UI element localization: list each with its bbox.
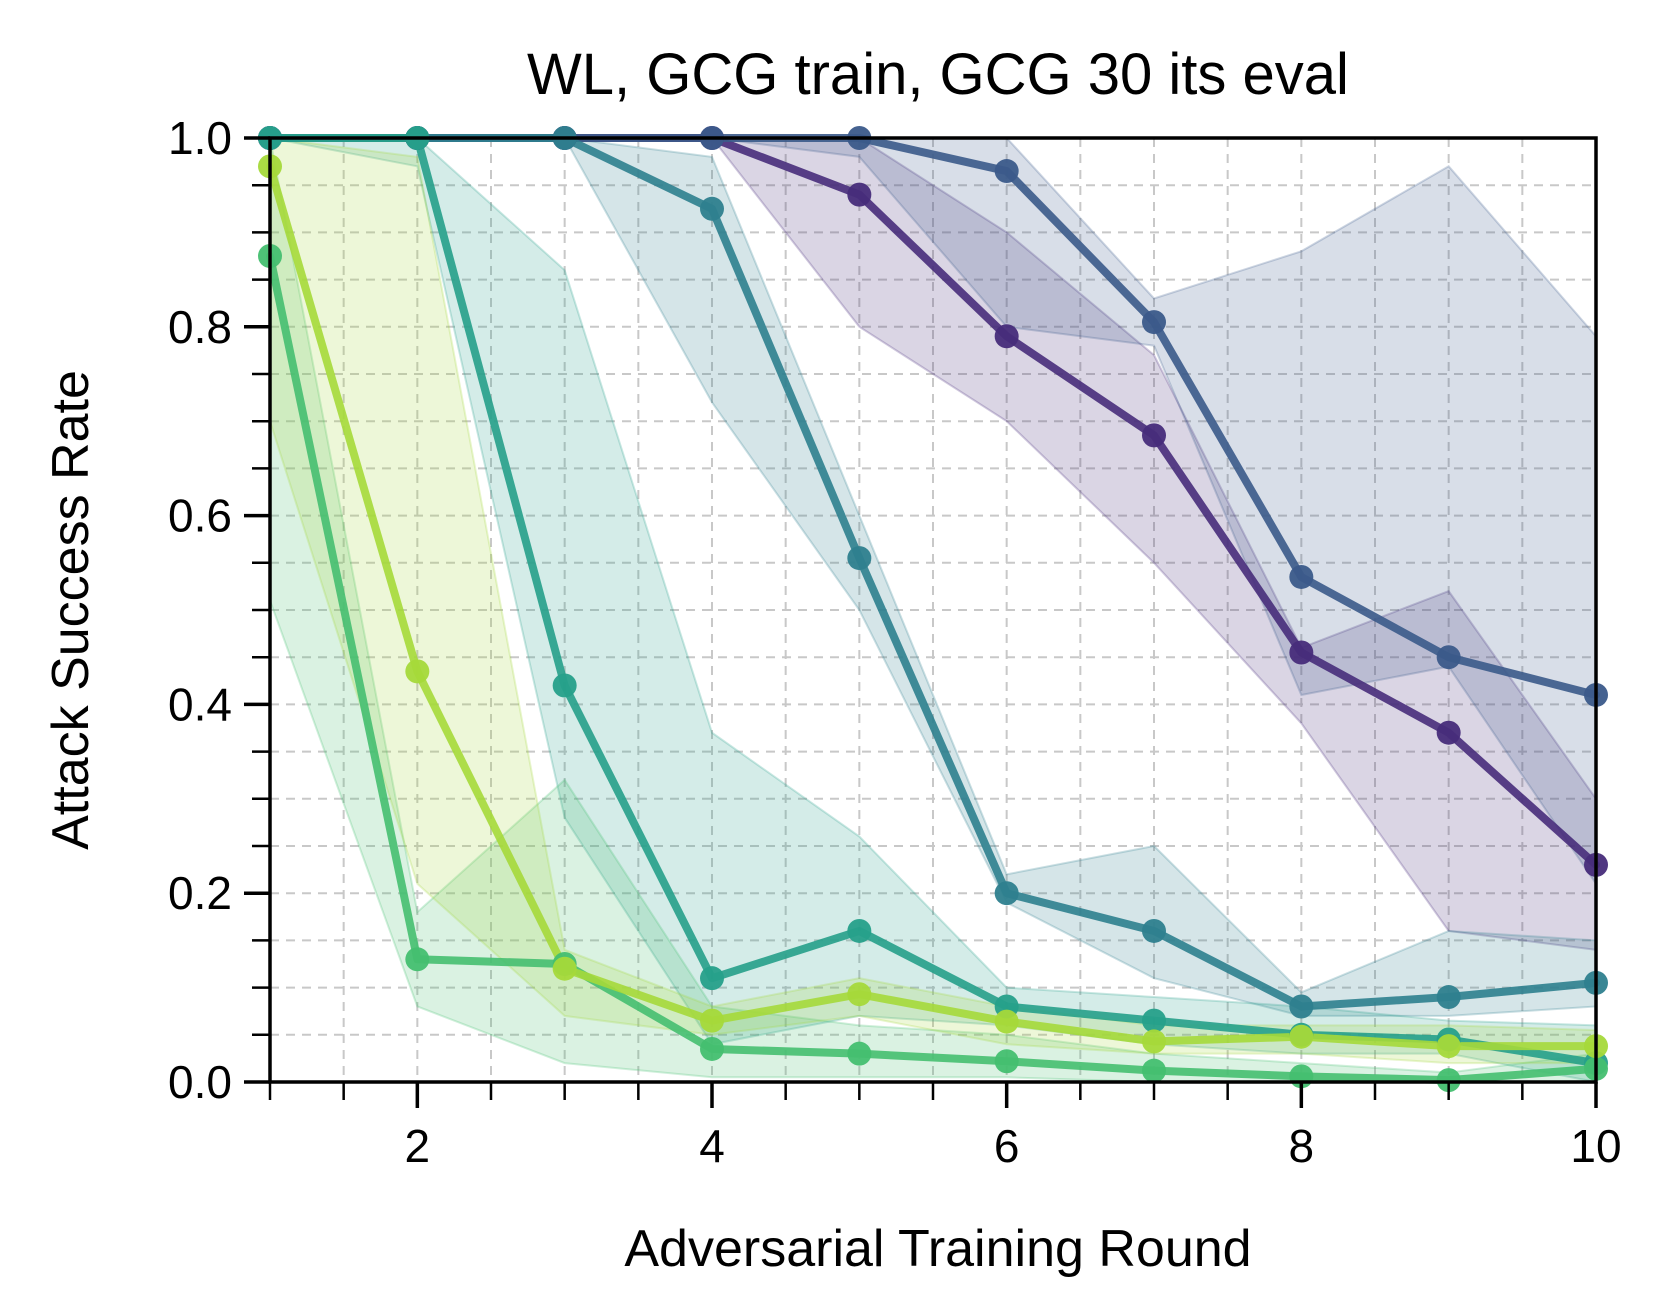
axis-ticks: 2 4 6 8 10 0.0 0.2 0.4 0.6 0.8 1.0	[168, 112, 1622, 1172]
series-5-point	[994, 1049, 1019, 1074]
series-5-point	[405, 947, 430, 972]
series-3-point	[700, 196, 724, 221]
chart-title: WL, GCG train, GCG 30 its eval	[527, 42, 1349, 107]
series-5-point	[1142, 1058, 1166, 1083]
series-6-line	[266, 162, 1600, 1051]
series-4-point	[552, 673, 577, 698]
series-3-point	[1142, 918, 1166, 943]
y-tick-label: 0.8	[168, 301, 232, 353]
series-3-point	[994, 881, 1019, 906]
series-1-point	[1142, 423, 1166, 448]
y-tick-label: 0.0	[168, 1056, 232, 1108]
series-1-point	[1289, 640, 1314, 665]
y-tick-label: 0.2	[168, 867, 232, 919]
x-tick-label: 6	[994, 1120, 1020, 1172]
series-6-point	[405, 659, 430, 684]
series-5-point	[1436, 1068, 1461, 1093]
series-1-point	[847, 182, 872, 207]
series-5-line	[266, 252, 1600, 1085]
series-3-point	[1289, 994, 1314, 1019]
series-4-line	[266, 134, 1600, 1068]
series-3-point	[1436, 985, 1461, 1010]
x-tick-label: 10	[1570, 1120, 1621, 1172]
x-axis-label: Adversarial Training Round	[624, 1220, 1251, 1278]
series-6-point	[994, 1009, 1019, 1034]
x-tick-label: 4	[699, 1120, 725, 1172]
series-6-point	[700, 1008, 724, 1033]
y-tick-label: 0.6	[168, 490, 232, 542]
y-tick-label: 1.0	[168, 112, 232, 164]
series-2-point	[1436, 645, 1461, 670]
series-2-point	[1289, 564, 1314, 589]
series-2-point	[1142, 310, 1166, 335]
series-4-point	[1142, 1008, 1166, 1033]
series-6-point	[847, 982, 872, 1007]
x-tick-label: 2	[405, 1120, 431, 1172]
series-5-point	[847, 1041, 872, 1066]
x-tick-label: 8	[1289, 1120, 1315, 1172]
series-4-point	[847, 918, 872, 943]
series-6-point	[1142, 1029, 1166, 1054]
series-3-point	[847, 546, 872, 571]
series-6-point	[1289, 1024, 1314, 1049]
series-6-point	[552, 956, 577, 981]
series-4-point	[700, 966, 724, 991]
y-tick-label: 0.4	[168, 678, 232, 730]
series-1-point	[1436, 720, 1461, 745]
series-6-point	[1436, 1034, 1461, 1059]
y-axis-label: Attack Success Rate	[42, 370, 100, 850]
series-1-point	[994, 324, 1019, 349]
series-5-point	[700, 1036, 724, 1061]
series-2-point	[994, 159, 1019, 184]
